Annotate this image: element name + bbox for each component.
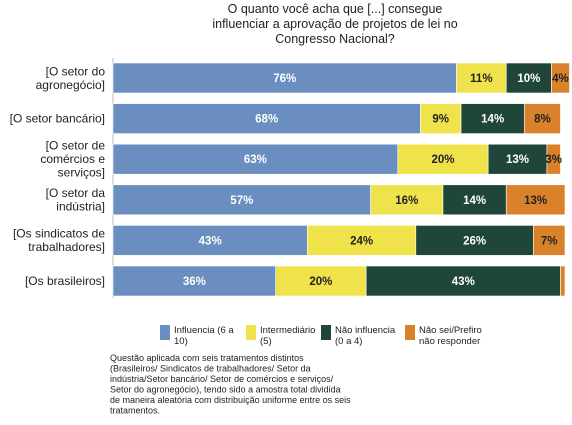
data-label: 20% <box>309 276 332 288</box>
bar-segment <box>370 184 444 216</box>
bar-segment <box>112 103 421 134</box>
data-label: 36% <box>183 276 206 288</box>
footnote-line: de maneira aleatória com distribuição un… <box>110 395 351 405</box>
data-label: 10% <box>517 73 540 85</box>
bar-segment <box>560 265 566 297</box>
category-label: [O setor da <box>46 186 106 200</box>
chart-title-line: influenciar a aprovação de projetos de l… <box>212 17 457 31</box>
bar-segment <box>533 225 566 256</box>
bar-segment <box>487 143 548 175</box>
legend-label: (0 a 4) <box>335 336 362 347</box>
legend-label: Não influencia <box>335 325 396 336</box>
data-label: 63% <box>244 154 267 166</box>
bar-segment <box>505 184 566 216</box>
bar-segment <box>420 103 462 134</box>
bar-segment <box>275 265 367 297</box>
bar-segment <box>505 62 552 94</box>
category-label: [O setor de <box>46 139 106 153</box>
chart-title-line: O quanto você acha que [...] consegue <box>228 2 443 16</box>
legend-label: Influencia (6 a <box>174 325 234 336</box>
legend-label: Intermediário <box>260 325 315 336</box>
legend-label: Não sei/Prefiro <box>419 325 482 336</box>
data-label: 24% <box>350 235 373 247</box>
footnote-line: Questão aplicada com seis tratamentos di… <box>110 353 304 363</box>
bar-segment <box>415 225 534 256</box>
footnote-line: Setor do agronegócio), tendo sido a amos… <box>110 385 341 395</box>
legend-label: não responder <box>419 336 480 347</box>
category-label: [O setor bancário] <box>10 112 105 126</box>
bar-segment <box>365 265 561 297</box>
data-label: 14% <box>463 195 486 207</box>
data-label: 76% <box>273 73 296 85</box>
bar-segment <box>524 103 561 134</box>
legend-swatch <box>321 325 331 340</box>
bar-segment <box>460 103 525 134</box>
legend: Influencia (6 a10) Intermediário(5) Não in… <box>160 325 482 347</box>
footnote-line: (Brasileiros/ Sindicatos de trabalhadore… <box>110 364 311 374</box>
category-label: [O setor do <box>46 64 106 78</box>
legend-swatch <box>246 325 256 340</box>
category-label: [Os brasileiros] <box>25 274 105 288</box>
bar-segment <box>112 184 371 216</box>
legend-label: (5) <box>260 336 272 347</box>
legend-label: 10) <box>174 336 188 347</box>
bar-segment <box>112 62 457 94</box>
category-label: agronegócio] <box>36 78 105 92</box>
footnote-line: indústria/Setor bancário/ Setor de comér… <box>110 374 334 384</box>
data-label: 13% <box>506 154 529 166</box>
category-label: comércios e <box>40 152 105 166</box>
data-label: 13% <box>524 195 547 207</box>
category-label: serviços] <box>58 166 105 180</box>
data-label: 9% <box>432 114 449 126</box>
data-label: 26% <box>463 235 486 247</box>
chart-title-line: Congresso Nacional? <box>275 32 395 46</box>
legend-swatch <box>160 325 170 340</box>
bar-segment <box>307 225 417 256</box>
bar-segment <box>397 143 489 175</box>
data-label: 16% <box>395 195 418 207</box>
data-label: 4% <box>552 73 569 85</box>
footnote-line: tratamentos. <box>110 406 160 416</box>
data-label: 43% <box>452 276 475 288</box>
chart-title: O quanto você acha que [...] consegueinf… <box>212 2 457 46</box>
category-label: [Os sindicatos de <box>13 227 105 241</box>
bar-segment <box>112 265 277 297</box>
bars: 76% 11% 10% 4% 68% 9% 14% 8% 63% 20% 13% 3% 57% 16% 14… <box>112 62 570 297</box>
data-label: 57% <box>230 195 253 207</box>
category-label: trabalhadores] <box>28 240 105 254</box>
bar-segment <box>551 62 570 94</box>
legend-swatch <box>405 325 415 340</box>
data-label: 14% <box>481 114 504 126</box>
data-label: 43% <box>199 235 222 247</box>
bar-segment <box>546 143 561 175</box>
footnote: Questão aplicada com seis tratamentos di… <box>110 353 351 416</box>
bar-segment <box>112 225 308 256</box>
data-label: 20% <box>431 154 454 166</box>
data-label: 7% <box>541 235 558 247</box>
data-label: 8% <box>534 114 551 126</box>
bar-segment <box>456 62 507 94</box>
data-label: 3% <box>545 154 562 166</box>
category-label: indústria] <box>56 200 105 214</box>
bar-segment <box>442 184 507 216</box>
data-label: 68% <box>255 114 278 126</box>
data-label: 11% <box>470 73 492 85</box>
